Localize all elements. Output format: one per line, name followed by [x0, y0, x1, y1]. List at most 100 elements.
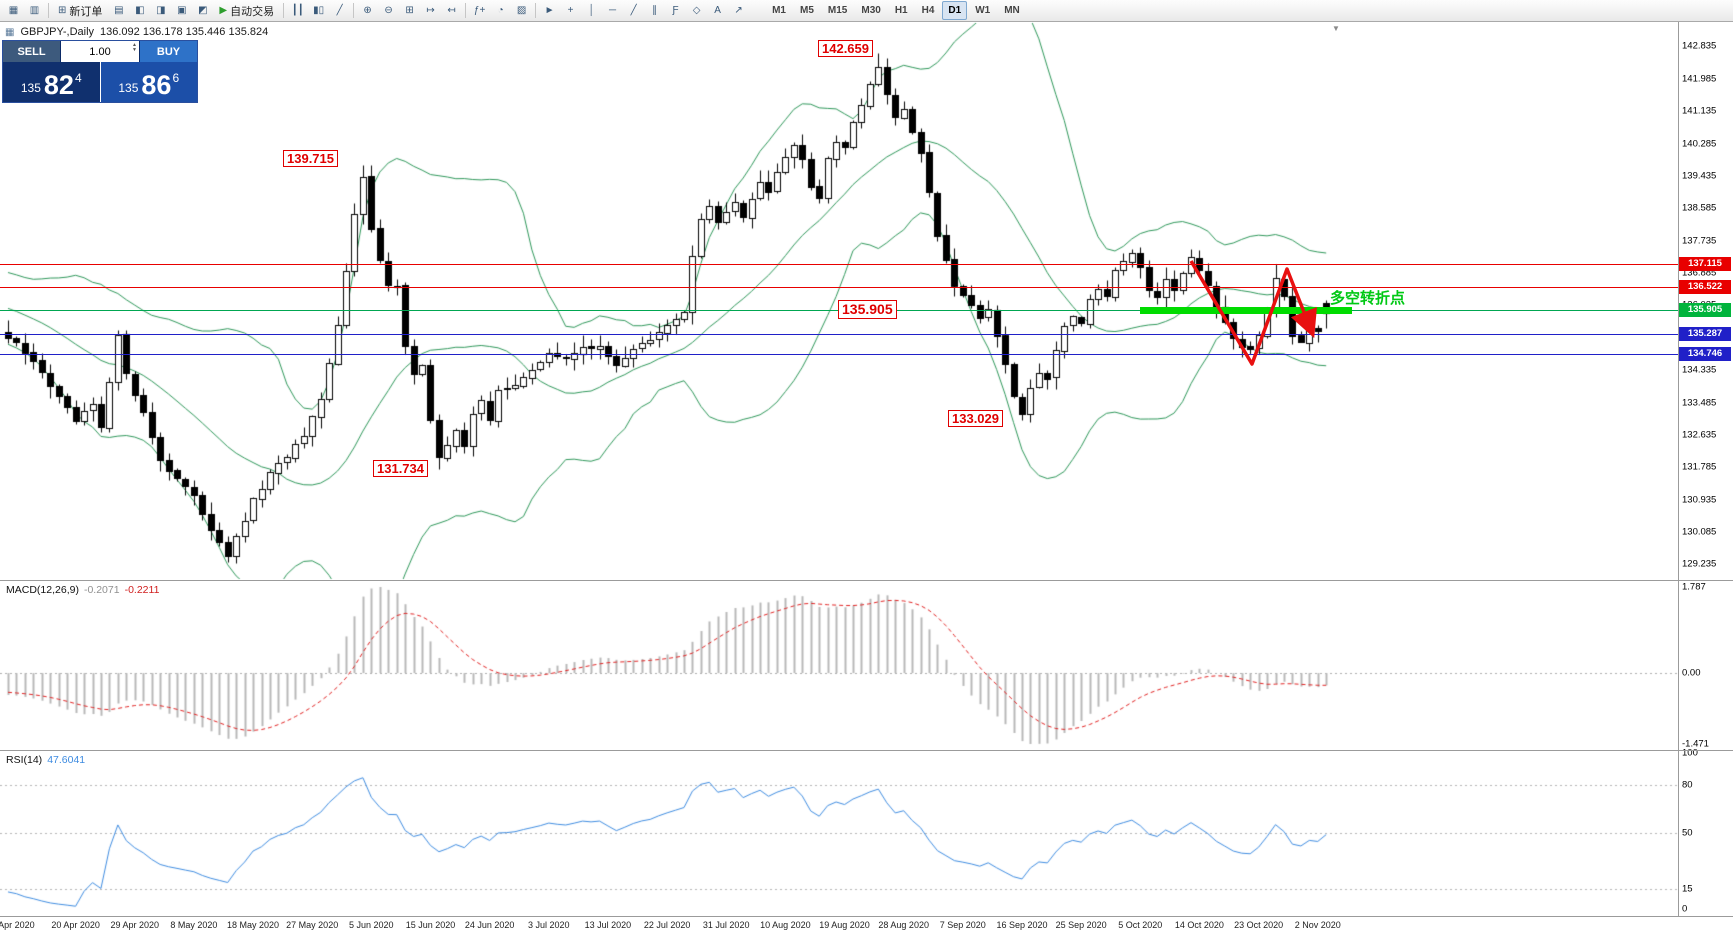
strategy-tester-icon-glyph: ◩: [198, 5, 208, 16]
crosshair-icon[interactable]: +: [561, 2, 580, 20]
templates-icon[interactable]: ▨: [512, 2, 531, 20]
auto-scroll-icon[interactable]: ↦: [421, 2, 440, 20]
macd-main-value: -0.2071: [83, 584, 120, 596]
arrows-icon-glyph: ↗: [734, 5, 743, 16]
horizontal-line-icon[interactable]: ─: [603, 2, 622, 20]
sell-button[interactable]: SELL: [3, 41, 61, 62]
chart-shift-marker[interactable]: ▼: [1332, 24, 1340, 33]
indicators-icon[interactable]: ƒ+: [470, 2, 489, 20]
vertical-line-icon-glyph: │: [588, 5, 595, 16]
macd-indicator-label: MACD(12,26,9) -0.2071 -0.2211: [6, 584, 159, 596]
periods-icon-glyph: ◔: [497, 5, 504, 16]
timeframe-m1[interactable]: M1: [772, 5, 786, 16]
toolbar-separator: [353, 3, 355, 18]
line-chart-icon[interactable]: ╱: [330, 2, 349, 20]
candlestick-chart-icon[interactable]: ▮▯: [309, 2, 328, 20]
line-chart-icon-glyph: ╱: [336, 5, 343, 16]
volume-steppers[interactable]: ▲ ▼: [132, 43, 137, 53]
new-chart-icon[interactable]: ▦: [4, 2, 23, 20]
periods-icon[interactable]: ◔: [491, 2, 510, 20]
zoom-in-icon[interactable]: ⊕: [358, 2, 377, 20]
data-window-icon-glyph: ◧: [135, 5, 145, 16]
terminal-icon[interactable]: ▣: [172, 2, 191, 20]
timeframe-h1[interactable]: H1: [894, 5, 908, 16]
text-label-icon-glyph: A: [714, 5, 721, 16]
volume-input[interactable]: 1.00 ▲ ▼: [61, 41, 139, 62]
bar-chart-icon[interactable]: ┃┃: [288, 2, 307, 20]
shapes-icon-glyph: ◇: [692, 5, 701, 16]
one-click-trading-panel: SELL 1.00 ▲ ▼ BUY 135 82 4 135 86 6: [2, 40, 198, 103]
bar-chart-icon-glyph: ┃┃: [291, 5, 304, 16]
chart-symbol-ohlc-line: ▦ GBPJPY-,Daily 136.092 136.178 135.446 …: [5, 26, 268, 38]
auto-trading-button[interactable]: ▶ 自动交易: [214, 2, 279, 20]
navigator-icon[interactable]: ◨: [151, 2, 170, 20]
new-chart-icon-glyph: ▦: [8, 5, 19, 16]
strategy-tester-icon[interactable]: ◩: [193, 2, 212, 20]
timeframe-m15[interactable]: M15: [827, 5, 848, 16]
buy-button[interactable]: BUY: [139, 41, 197, 62]
rsi-name: RSI(14): [6, 754, 43, 766]
indicators-icon-glyph: ƒ+: [473, 5, 486, 16]
volume-up-icon[interactable]: ▲: [132, 42, 137, 48]
new-order-button-label: 新订单: [69, 5, 103, 18]
fibonacci-icon[interactable]: Ƒ: [666, 2, 685, 20]
symbol-title: GBPJPY-,Daily: [20, 26, 95, 38]
new-order-button[interactable]: ⊞ 新订单: [53, 2, 107, 20]
sell-price-pip: 4: [74, 71, 82, 85]
toolbar-separator: [283, 3, 285, 18]
volume-value: 1.00: [89, 45, 111, 58]
templates-icon-glyph: ▨: [516, 5, 527, 16]
toolbar-separator: [465, 3, 467, 18]
tile-windows-icon-glyph: ⊞: [405, 5, 414, 16]
macd-name: MACD(12,26,9): [6, 584, 79, 596]
chart-icon: ▦: [5, 26, 15, 38]
profiles-icon[interactable]: ▥: [25, 2, 44, 20]
tile-windows-icon[interactable]: ⊞: [400, 2, 419, 20]
cursor-icon[interactable]: ►: [540, 2, 559, 20]
buy-price-pip: 6: [172, 71, 180, 85]
chart-shift-icon[interactable]: ↤: [442, 2, 461, 20]
sell-price-display[interactable]: 135 82 4: [3, 62, 101, 102]
volume-down-icon[interactable]: ▼: [132, 47, 137, 53]
vertical-line-icon[interactable]: │: [582, 2, 601, 20]
data-window-icon[interactable]: ◧: [130, 2, 149, 20]
auto-scroll-icon-glyph: ↦: [426, 5, 435, 16]
rsi-indicator-label: RSI(14) 47.6041: [6, 754, 85, 766]
time-axis-separator: [0, 916, 1733, 917]
trendline-icon-glyph: ╱: [630, 5, 637, 16]
panel-separator[interactable]: [0, 750, 1733, 751]
market-watch-icon[interactable]: ▤: [109, 2, 128, 20]
timeframe-switcher: M1 M5 M15 M30 H1 H4 D1 W1 MN: [765, 1, 1027, 20]
trendline-icon[interactable]: ╱: [624, 2, 643, 20]
text-label-icon[interactable]: A: [708, 2, 727, 20]
equidistant-channel-icon-glyph: ∥: [652, 5, 658, 16]
market-watch-icon-glyph: ▤: [114, 5, 124, 16]
navigator-icon-glyph: ◨: [156, 5, 166, 16]
arrows-icon[interactable]: ↗: [729, 2, 748, 20]
rsi-value: 47.6041: [47, 754, 86, 766]
ohlc-values: 136.092 136.178 135.446 135.824: [100, 26, 269, 38]
timeframe-mn[interactable]: MN: [1004, 5, 1020, 16]
horizontal-line-icon-glyph: ─: [609, 5, 617, 16]
candlestick-chart-icon-glyph: ▮▯: [313, 5, 325, 16]
equidistant-channel-icon[interactable]: ∥: [645, 2, 664, 20]
timeframe-h4[interactable]: H4: [921, 5, 935, 16]
toolbar-separator: [48, 3, 49, 18]
panel-separator[interactable]: [0, 580, 1733, 581]
crosshair-icon-glyph: +: [567, 5, 574, 16]
buy-price-display[interactable]: 135 86 6: [100, 62, 197, 102]
main-toolbar: ▦ ▥ ⊞ 新订单 ▤ ◧ ◨ ▣ ◩ ▶ 自动交易 ┃┃ ▮▯ ╱ ⊕ ⊖ ⊞ ↦ ↤ ƒ+ ◔ ▨ ► + │ ─ ╱ ∥ Ƒ ◇ A ↗…: [0, 0, 1733, 22]
buy-price-big: 86: [141, 70, 172, 100]
shapes-icon[interactable]: ◇: [687, 2, 706, 20]
auto-trading-button-label: 自动交易: [230, 5, 275, 18]
sell-price-prefix: 135: [20, 81, 41, 95]
auto-trading-icon: ▶: [219, 5, 228, 16]
zoom-out-icon[interactable]: ⊖: [379, 2, 398, 20]
timeframe-m5[interactable]: M5: [800, 5, 814, 16]
toolbar-separator: [535, 3, 537, 18]
timeframe-m30[interactable]: M30: [861, 5, 881, 16]
new-order-icon: ⊞: [58, 5, 67, 16]
timeframe-d1[interactable]: D1: [942, 1, 968, 20]
timeframe-w1[interactable]: W1: [975, 5, 991, 16]
